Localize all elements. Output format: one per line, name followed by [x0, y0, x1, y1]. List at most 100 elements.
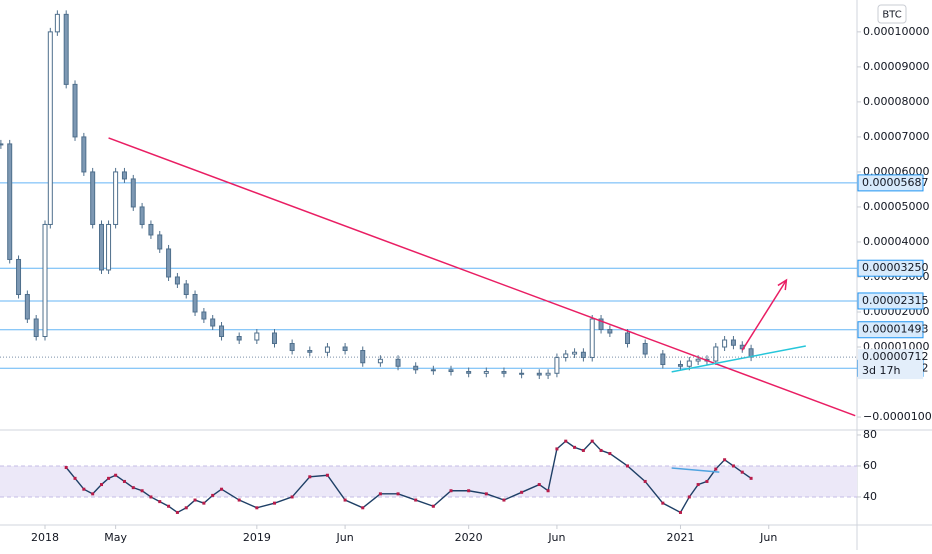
- candle: [183, 283, 189, 295]
- candle: [307, 350, 313, 353]
- rsi-point: [167, 504, 171, 508]
- rsi-point: [564, 439, 568, 443]
- candle: [580, 351, 586, 359]
- rsi-point: [149, 495, 153, 499]
- level-label-box: [857, 174, 924, 192]
- candle: [236, 336, 242, 341]
- rsi-point: [555, 447, 559, 451]
- candle: [536, 372, 542, 376]
- x-tick-label: 2018: [31, 531, 59, 544]
- rsi-point: [361, 506, 365, 510]
- candle: [377, 358, 383, 364]
- candle: [607, 329, 613, 334]
- rsi-point: [308, 475, 312, 479]
- level-label: 0.00002315: [862, 294, 928, 307]
- rsi-point: [502, 498, 506, 502]
- rsi-point: [202, 501, 206, 505]
- rsi-point: [484, 492, 488, 496]
- rsi-point: [175, 510, 179, 514]
- y-tick-label: 0.00008000: [863, 95, 929, 108]
- rsi-band: [0, 465, 857, 497]
- candle: [430, 369, 436, 372]
- rsi-point: [73, 476, 77, 480]
- candle: [713, 346, 719, 362]
- rsi-point: [449, 489, 453, 493]
- candle: [545, 372, 551, 376]
- rsi-point: [64, 466, 68, 470]
- rsi-point: [643, 479, 647, 483]
- candle: [98, 223, 104, 271]
- candle: [360, 350, 366, 364]
- candle: [113, 171, 119, 225]
- rsi-point: [99, 483, 103, 487]
- candle: [139, 206, 145, 225]
- candle: [47, 31, 53, 225]
- rsi-point: [661, 501, 665, 505]
- rsi-point: [378, 492, 382, 496]
- rsi-point: [705, 479, 709, 483]
- rsi-point: [573, 445, 577, 449]
- rsi-point: [599, 448, 603, 452]
- rsi-point: [290, 495, 294, 499]
- currency-button[interactable]: [877, 4, 907, 24]
- x-tick-label: 2019: [243, 531, 271, 544]
- rsi-point: [272, 501, 276, 505]
- y-tick-label: 0.00007000: [863, 130, 929, 143]
- candle: [466, 371, 472, 374]
- candle: [148, 223, 154, 236]
- x-tick-label: Jun: [759, 531, 777, 544]
- rsi-point: [91, 492, 95, 496]
- y-tick-label: 80: [863, 428, 877, 441]
- y-tick-label: 0.00004000: [863, 235, 929, 248]
- y-tick-label: 60: [863, 459, 877, 472]
- candle: [395, 358, 401, 367]
- rsi-point: [590, 439, 594, 443]
- rsi-point: [122, 479, 126, 483]
- trend-line: [671, 467, 720, 473]
- candle: [722, 339, 728, 348]
- candle: [121, 171, 127, 180]
- candle: [106, 223, 112, 271]
- level-label: 0.00003250: [862, 261, 928, 274]
- rsi-point: [581, 448, 585, 452]
- level-label-box: [857, 321, 924, 339]
- candle: [201, 311, 207, 320]
- rsi-point: [140, 489, 144, 493]
- rsi-point: [626, 464, 630, 468]
- rsi-point: [193, 498, 197, 502]
- candle: [519, 372, 525, 375]
- candle: [210, 318, 216, 327]
- candle: [598, 318, 604, 331]
- candle: [33, 318, 39, 338]
- candle: [730, 339, 736, 346]
- y-tick-label: −0.00001000: [863, 410, 932, 423]
- candle: [174, 276, 180, 285]
- rsi-point: [537, 483, 541, 487]
- x-tick-label: 2020: [455, 531, 483, 544]
- level-label-box: [857, 292, 924, 310]
- rsi-point: [220, 487, 224, 491]
- candle: [81, 136, 87, 173]
- candle: [501, 371, 507, 374]
- rsi-point: [546, 489, 550, 493]
- candle: [16, 258, 22, 295]
- arrow-head: [777, 278, 788, 291]
- x-tick-label: 2021: [666, 531, 694, 544]
- candle: [289, 343, 295, 352]
- rsi-point: [723, 458, 727, 462]
- rsi-point: [696, 483, 700, 487]
- y-tick-label: 0.00005000: [863, 200, 929, 213]
- candle: [483, 371, 489, 374]
- candle: [563, 353, 569, 359]
- candle: [324, 346, 330, 353]
- rsi-point: [678, 510, 682, 514]
- candle: [660, 353, 666, 366]
- currency-label: BTC: [882, 10, 901, 21]
- rsi-point: [255, 506, 259, 510]
- candle: [24, 293, 30, 320]
- rsi-point: [325, 473, 329, 477]
- level-label: 0.00005687: [862, 176, 928, 189]
- y-tick-label: 0.00010000: [863, 25, 929, 38]
- rsi-point: [714, 467, 718, 471]
